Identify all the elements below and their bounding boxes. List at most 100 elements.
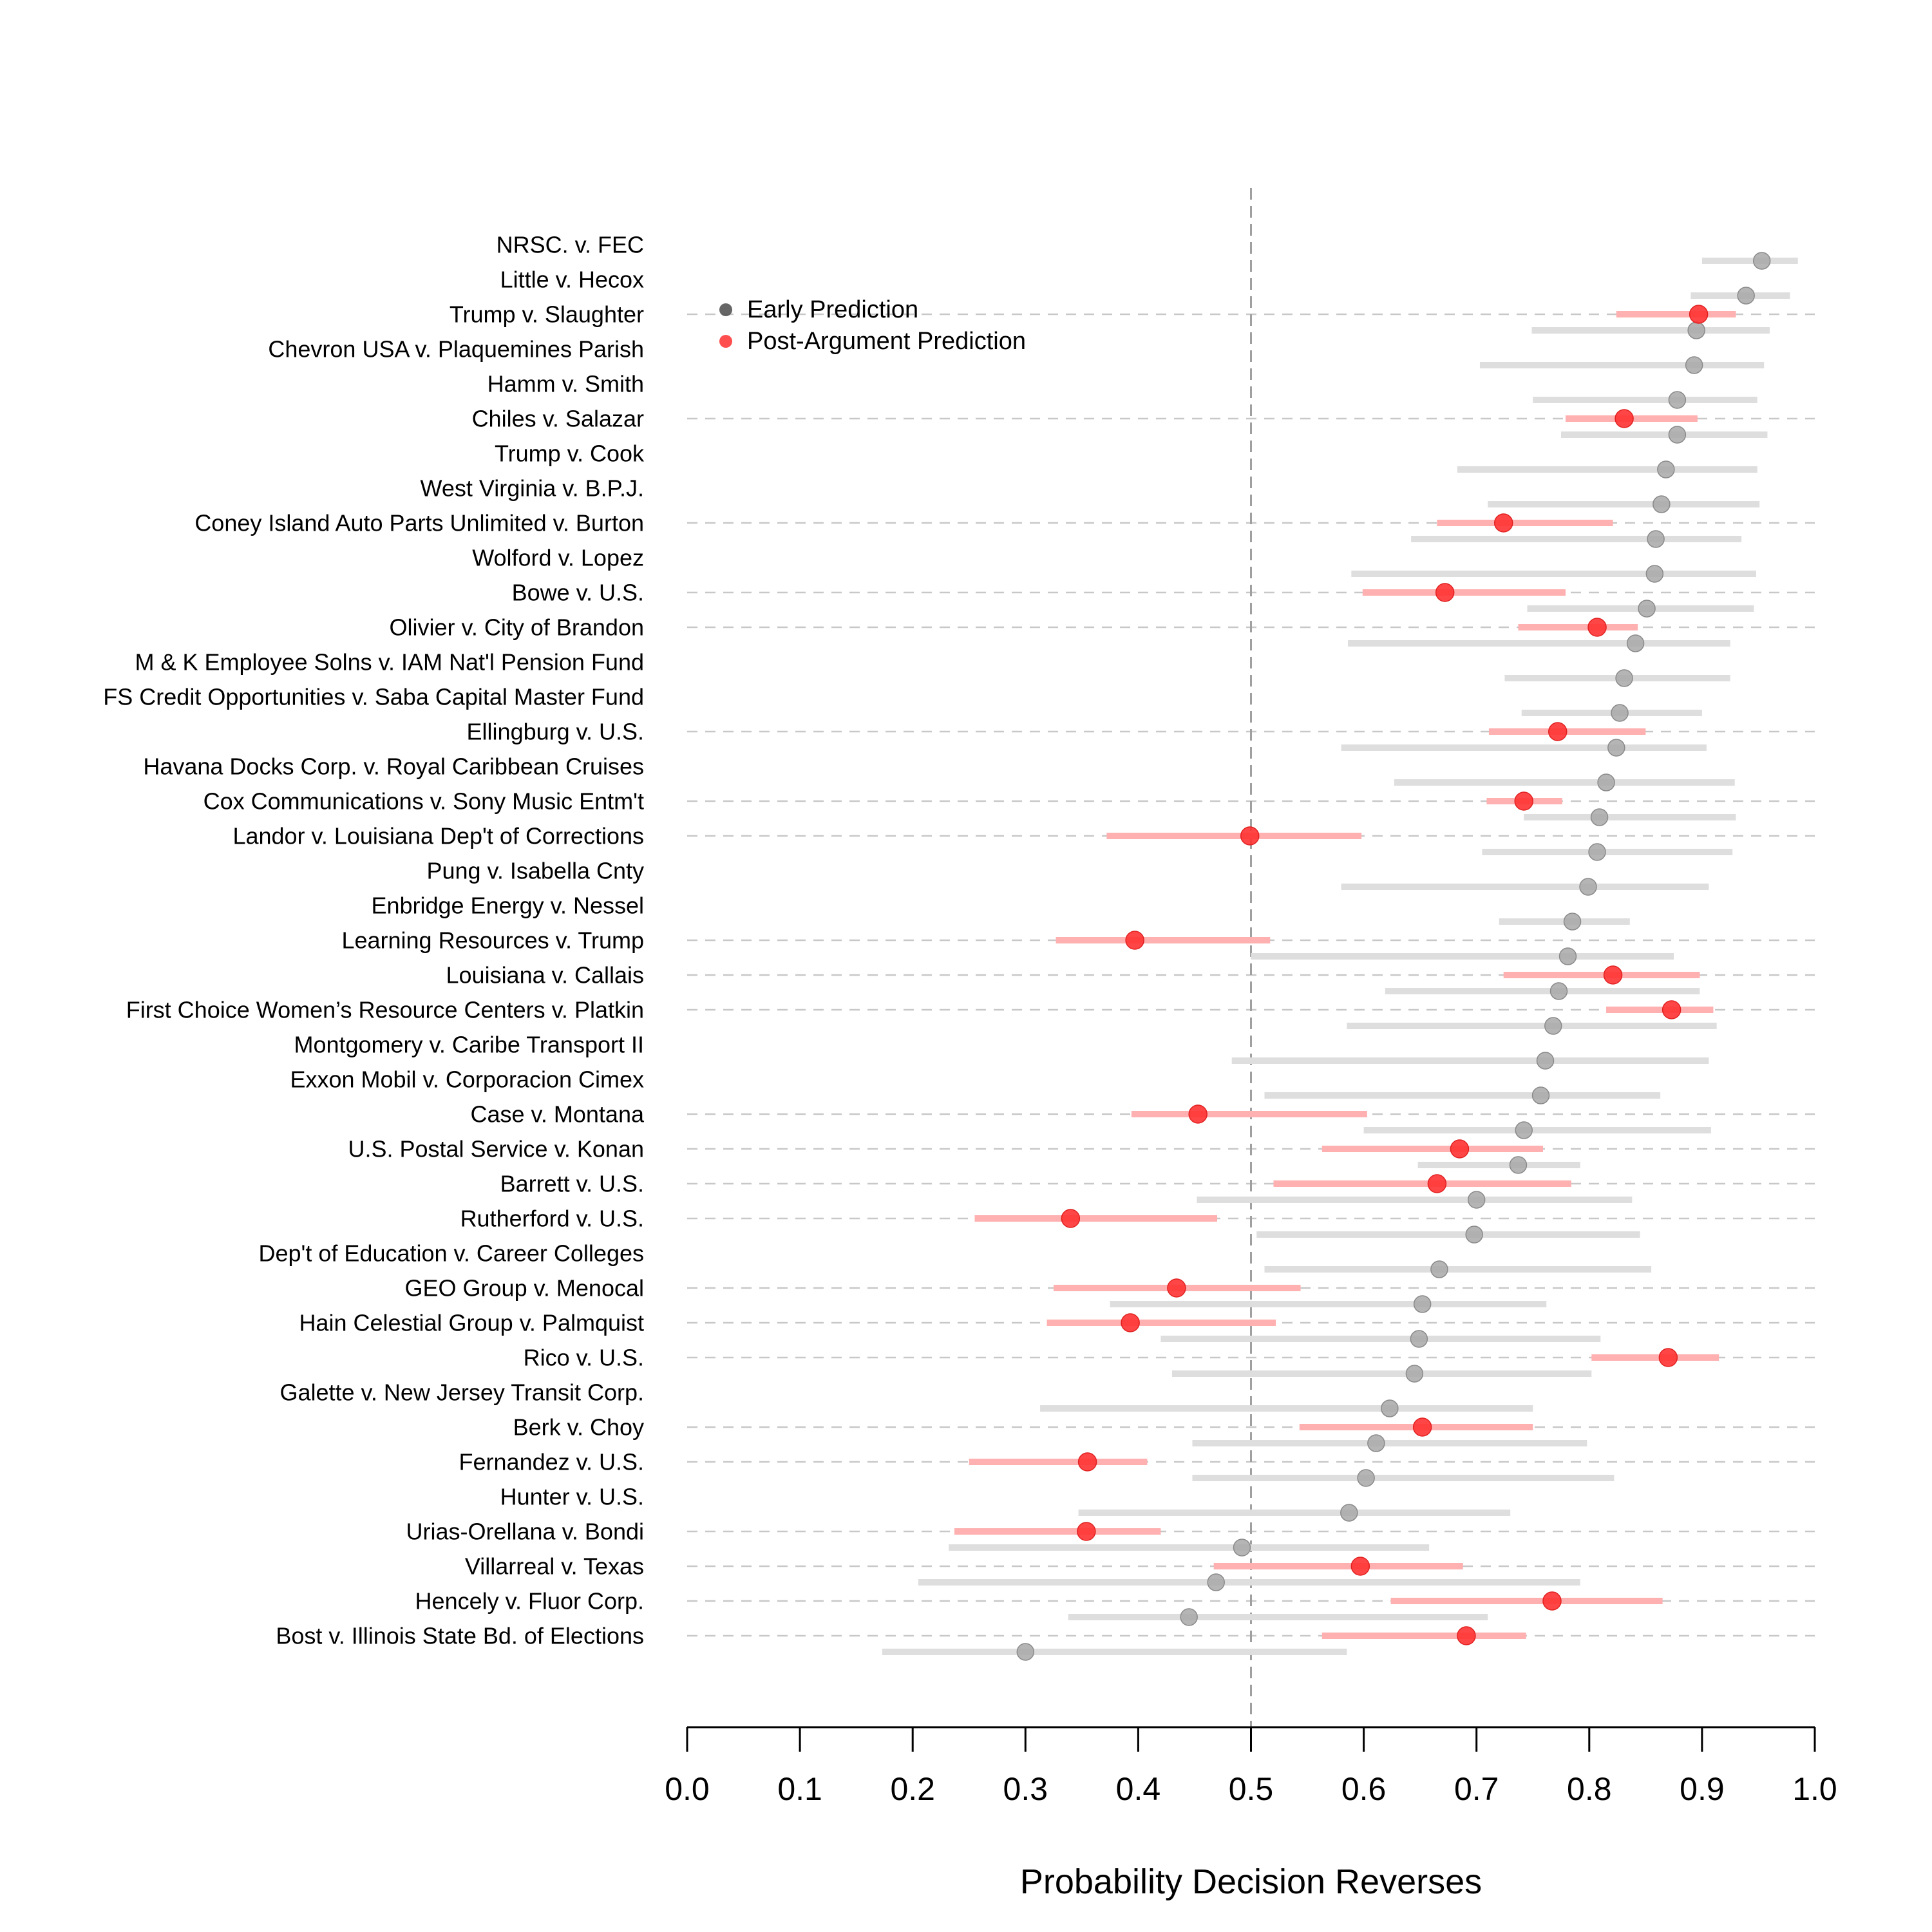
early-prediction-series xyxy=(882,252,1798,1661)
x-tick-label: 0.1 xyxy=(777,1771,822,1807)
case-label: Exxon Mobil v. Corporacion Cimex xyxy=(290,1066,644,1093)
case-label: U.S. Postal Service v. Konan xyxy=(348,1136,644,1162)
post-point xyxy=(1542,1591,1562,1611)
post-point xyxy=(1125,931,1144,950)
post-point xyxy=(1548,722,1567,741)
case-label: Dep't of Education v. Career Colleges xyxy=(258,1240,644,1267)
case-label: Rutherford v. U.S. xyxy=(460,1206,644,1232)
post-point xyxy=(1603,965,1623,985)
early-point xyxy=(1752,252,1771,270)
early-point xyxy=(1531,1086,1550,1104)
post-point xyxy=(1615,409,1634,428)
case-label: Berk v. Choy xyxy=(513,1414,644,1441)
post-point xyxy=(1077,1452,1097,1472)
early-point xyxy=(1410,1330,1428,1348)
case-label: Havana Docks Corp. v. Royal Caribbean Cr… xyxy=(143,753,644,780)
early-point xyxy=(1544,1017,1562,1035)
post-point xyxy=(1587,618,1607,637)
case-label: Enbridge Energy v. Nessel xyxy=(371,893,644,919)
post-point xyxy=(1188,1104,1208,1124)
case-label: Coney Island Auto Parts Unlimited v. Bur… xyxy=(194,510,644,536)
early-point xyxy=(1626,634,1645,652)
case-label: Montgomery v. Caribe Transport II xyxy=(294,1032,644,1058)
case-label: Chiles v. Salazar xyxy=(472,406,644,432)
post-point xyxy=(1662,1000,1681,1019)
case-label: Ellingburg v. U.S. xyxy=(467,719,644,745)
post-point xyxy=(1121,1313,1140,1332)
x-tick-label: 0.8 xyxy=(1567,1771,1612,1807)
legend-post-marker xyxy=(719,335,732,348)
x-tick-label: 0.5 xyxy=(1229,1771,1274,1807)
early-point xyxy=(1588,843,1606,861)
case-label: Trump v. Cook xyxy=(495,440,645,467)
case-label: Olivier v. City of Brandon xyxy=(390,614,644,641)
early-point xyxy=(1536,1052,1555,1070)
early-point xyxy=(1597,773,1615,791)
early-point xyxy=(1340,1504,1358,1522)
case-label: Villarreal v. Texas xyxy=(465,1553,644,1580)
early-point xyxy=(1413,1295,1432,1313)
case-label: Hencely v. Fluor Corp. xyxy=(415,1588,644,1615)
post-argument-prediction-series xyxy=(954,305,1736,1645)
early-point xyxy=(1558,947,1577,965)
early-point xyxy=(1611,704,1629,722)
post-point xyxy=(1514,791,1533,811)
early-point xyxy=(1357,1469,1375,1487)
early-point xyxy=(1607,739,1625,757)
early-point xyxy=(1563,913,1582,931)
x-tick-label: 1.0 xyxy=(1792,1771,1837,1807)
post-point xyxy=(1240,826,1260,846)
x-axis: 0.0 0.1 0.2 0.3 0.4 0.5 0.6 0.7 0.8 0.9 1.0 xyxy=(665,1726,1837,1807)
x-tick-label: 0.7 xyxy=(1454,1771,1499,1807)
case-label: Hain Celestial Group v. Palmquist xyxy=(299,1310,644,1336)
early-point xyxy=(1687,321,1705,339)
case-label: Galette v. New Jersey Transit Corp. xyxy=(279,1379,644,1406)
case-label: Case v. Montana xyxy=(471,1101,645,1128)
x-tick-label: 0.3 xyxy=(1003,1771,1048,1807)
legend-early-label: Early Prediction xyxy=(747,296,918,323)
case-label: Urias-Orellana v. Bondi xyxy=(406,1519,644,1545)
case-labels: NRSC. v. FEC Little v. Hecox Trump v. Slau… xyxy=(103,232,645,1649)
early-point xyxy=(1645,565,1664,583)
early-point xyxy=(1579,878,1597,896)
early-point xyxy=(1467,1191,1486,1209)
case-label: Little v. Hecox xyxy=(500,267,644,293)
early-point xyxy=(1207,1573,1225,1591)
case-label: Landor v. Louisiana Dep't of Corrections xyxy=(232,823,644,849)
case-label: NRSC. v. FEC xyxy=(497,232,644,258)
post-point xyxy=(1167,1278,1186,1298)
case-label: Louisiana v. Callais xyxy=(446,962,645,989)
early-point xyxy=(1549,982,1568,1000)
early-point xyxy=(1405,1365,1424,1383)
x-axis-title: Probability Decision Reverses xyxy=(1020,1862,1482,1901)
legend: Early Prediction Post-Argument Predictio… xyxy=(719,296,1026,355)
early-point xyxy=(1657,460,1675,478)
x-tick-label: 0.9 xyxy=(1680,1771,1725,1807)
case-label: Hamm v. Smith xyxy=(488,371,644,397)
early-point xyxy=(1615,669,1633,687)
case-label: First Choice Women’s Resource Centers v.… xyxy=(126,997,644,1023)
early-point xyxy=(1367,1434,1385,1452)
post-point xyxy=(1493,513,1513,533)
case-label: Fernandez v. U.S. xyxy=(459,1449,644,1475)
case-label: Chevron USA v. Plaquemines Parish xyxy=(268,336,644,363)
case-label: Rico v. U.S. xyxy=(524,1345,644,1371)
early-point xyxy=(1016,1643,1035,1661)
case-label: Learning Resources v. Trump xyxy=(341,927,644,954)
early-point xyxy=(1647,530,1665,548)
case-label: Barrett v. U.S. xyxy=(500,1171,644,1197)
case-label: Hunter v. U.S. xyxy=(500,1484,644,1510)
post-point xyxy=(1412,1417,1432,1437)
post-point xyxy=(1435,583,1455,602)
early-point xyxy=(1233,1539,1251,1557)
early-point xyxy=(1430,1260,1448,1278)
case-label: Cox Communications v. Sony Music Entm't xyxy=(204,788,644,815)
early-point xyxy=(1590,808,1609,826)
case-label: Pung v. Isabella Cnty xyxy=(426,858,644,884)
case-label: West Virginia v. B.P.J. xyxy=(421,475,644,502)
post-point xyxy=(1689,305,1709,324)
early-point xyxy=(1668,391,1687,409)
post-point xyxy=(1061,1209,1081,1228)
early-point xyxy=(1509,1156,1528,1174)
